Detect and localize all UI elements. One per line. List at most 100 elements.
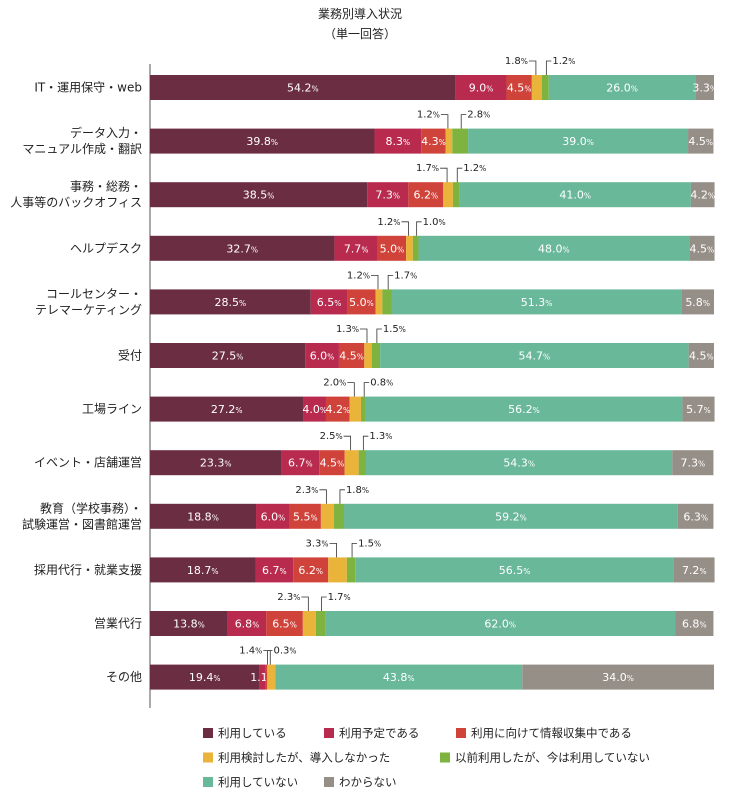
bar-value-label: 6.8% [235,618,260,631]
callout-label: 1.2% [463,163,486,174]
bar-segment [334,235,378,261]
bar-segment [150,235,335,261]
bar-segment [365,396,683,422]
bar-value-label: 54.3% [503,457,535,470]
bar-segment [443,182,453,208]
bar-value-label: 28.5% [215,296,247,309]
bar-value-label: 23.3% [200,457,232,470]
callout-label: 1.7% [416,163,439,174]
bar-segment [695,75,714,100]
bar-value-label: 51.3% [521,296,553,309]
category-label: 事務・総務・ [70,180,142,194]
callout-leader [319,489,327,504]
bar-segment [320,503,334,529]
bar-segment [338,343,365,368]
category-label: マニュアル作成・翻訳 [22,141,142,156]
legend-swatch [440,752,450,763]
bar-segment [421,128,446,154]
bar-segment [690,182,715,208]
legend-swatch [456,728,466,738]
callout-label: 1.8% [505,56,528,67]
bar-segment [677,503,714,529]
callout-label: 1.2% [377,217,400,228]
bar-segment [377,235,407,261]
bar-segment [374,128,422,154]
callout-leader [329,543,337,558]
bar-value-label: 4.2% [690,189,715,202]
bar-segment [150,343,306,368]
bar-segment [366,450,673,476]
category-label: 営業代行 [94,617,142,631]
bar-value-label: 19.4% [189,671,221,684]
bar-segment [349,396,361,422]
callout-leader [440,114,449,129]
legend-swatch [203,777,213,787]
bar-segment [227,611,267,636]
bar-value-label: 6.5% [272,618,297,631]
bar-segment [325,611,676,636]
bar-segment [256,503,290,529]
bar-value-label: 4.5% [507,82,532,95]
bar-value-label: 5.5% [293,510,318,523]
bar-segment [150,128,375,154]
callout-label: 1.2% [347,270,370,281]
bar-segment [281,450,320,476]
bar-value-label: 56.5% [499,564,531,577]
callout-label: 1.0% [423,217,446,228]
bar-value-label: 18.8% [187,510,219,523]
callout-label: 1.3% [369,431,392,442]
callout-leader [351,543,358,558]
bar-value-label: 4.2% [325,403,350,416]
bar-segment [522,664,714,690]
callout-label: 1.5% [383,324,406,335]
bar-value-label: 43.8% [383,671,415,684]
bar-value-label: 7.3% [375,189,400,202]
bar-segment [150,503,257,529]
callout-leader [416,221,422,236]
category-label: データ入力・ [70,125,142,140]
bar-value-label: 54.2% [287,82,319,95]
bar-value-label: 62.0% [484,618,516,631]
callout-leader [267,650,273,665]
callout-label: 1.2% [417,110,440,121]
category-labels-layer: IT・運用保守・web データ入力・マニュアル作成・翻訳事務・総務・人事等のバック… [10,81,142,685]
bar-segment [344,450,359,476]
bar-value-label: 6.5% [317,296,342,309]
bar-segment [548,75,696,100]
bar-value-label: 4.5% [339,350,364,363]
bar-value-label: 13.8% [173,618,205,631]
bar-value-label: 59.2% [495,510,527,523]
callout-leader [339,489,345,504]
legend-swatch [324,728,334,738]
callout-label: 2.3% [277,592,300,603]
bar-segment [360,396,366,422]
bar-segment [150,664,260,690]
bar-segment [367,182,409,208]
legend-swatch [203,728,213,738]
bar-segment [150,289,311,315]
bar-segment [150,396,304,422]
bar-value-label: 32.7% [226,242,258,255]
bar-segment [391,289,682,315]
bar-value-label: 4.5% [320,457,345,470]
callout-label: 0.3% [273,646,296,657]
legend-label: 利用していない [218,775,298,789]
bar-value-label: 5.8% [685,296,710,309]
bar-segment [289,503,321,529]
bar-segment [506,75,532,100]
bar-value-label: 7.7% [344,242,369,255]
bar-segment [408,182,444,208]
callout-label: 1.7% [328,592,351,603]
callout-label: 1.8% [346,485,369,496]
bars-layer: 54.2% 9.0% 4.5% 26.0% 3.3% 1.8% 1.2% 39.8% 8.3% 4… [150,56,717,690]
callout-label: 3.3% [305,538,328,549]
bar-segment [267,664,276,690]
callout-label: 0.8% [370,378,393,389]
bar-segment [303,396,326,422]
bar-segment [688,128,714,154]
bar-segment [673,557,715,583]
callout-leader [387,275,394,290]
legend-label: 利用予定である [339,726,419,740]
callout-label: 1.7% [394,270,417,281]
category-label: 受付 [118,349,142,363]
